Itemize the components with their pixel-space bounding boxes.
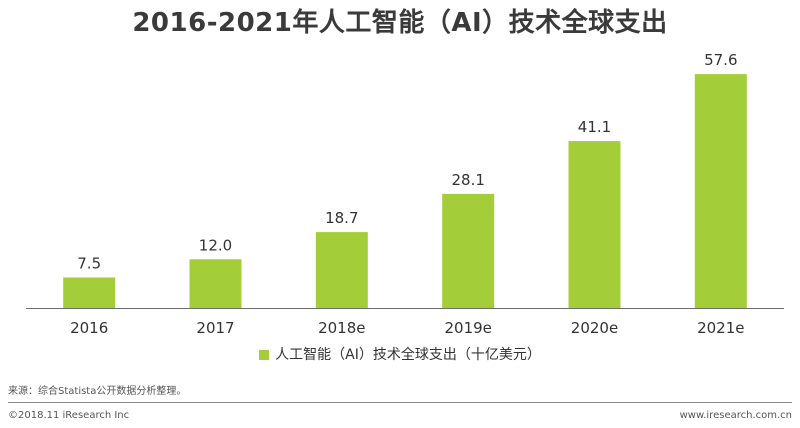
chart-title: 2016-2021年人工智能（AI）技术全球支出 bbox=[132, 8, 668, 38]
footer-divider bbox=[8, 402, 792, 403]
bar-2020e bbox=[568, 141, 621, 308]
data-label-2018e: 18.7 bbox=[325, 209, 358, 227]
data-label-2017: 12.0 bbox=[199, 236, 232, 254]
data-label-2016: 7.5 bbox=[77, 255, 101, 273]
website-text: www.iresearch.com.cn bbox=[679, 410, 792, 421]
bar-2016 bbox=[63, 277, 116, 308]
data-label-2021e: 57.6 bbox=[704, 51, 737, 69]
source-note: 来源：综合Statista公开数据分析整理。 bbox=[8, 386, 187, 397]
bar-2018e bbox=[315, 232, 368, 308]
bar-2019e bbox=[442, 193, 495, 308]
legend: 人工智能（AI）技术全球支出（十亿美元） bbox=[0, 345, 800, 365]
x-tick-label-2018e: 2018e bbox=[318, 319, 365, 337]
legend-swatch bbox=[259, 350, 270, 360]
x-tick-label-2019e: 2019e bbox=[444, 319, 491, 337]
bar-2021e bbox=[694, 74, 747, 308]
x-tick-label-2017: 2017 bbox=[196, 319, 234, 337]
data-label-2020e: 41.1 bbox=[578, 118, 611, 136]
x-tick-label-2020e: 2020e bbox=[571, 319, 618, 337]
legend-label: 人工智能（AI）技术全球支出（十亿美元） bbox=[275, 347, 541, 363]
x-tick-label-2021e: 2021e bbox=[697, 319, 744, 337]
copyright-text: ©2018.11 iResearch Inc bbox=[8, 410, 130, 421]
bar-2017 bbox=[189, 259, 242, 308]
data-label-2019e: 28.1 bbox=[451, 171, 484, 189]
x-tick-label-2016: 2016 bbox=[70, 319, 108, 337]
